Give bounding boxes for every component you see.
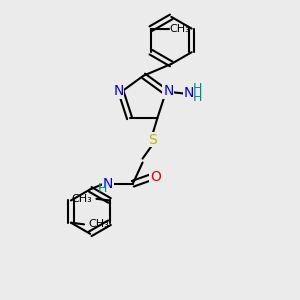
- Text: CH₃: CH₃: [88, 219, 109, 229]
- Text: O: O: [150, 170, 161, 184]
- Text: S: S: [148, 133, 157, 147]
- Text: H: H: [193, 82, 202, 95]
- Text: N: N: [103, 177, 113, 191]
- Text: H: H: [193, 92, 202, 104]
- Text: N: N: [163, 84, 174, 98]
- Text: CH₃: CH₃: [169, 24, 190, 34]
- Text: N: N: [113, 84, 124, 98]
- Text: N: N: [184, 86, 194, 100]
- Text: H: H: [98, 182, 107, 195]
- Text: CH₃: CH₃: [72, 194, 92, 204]
